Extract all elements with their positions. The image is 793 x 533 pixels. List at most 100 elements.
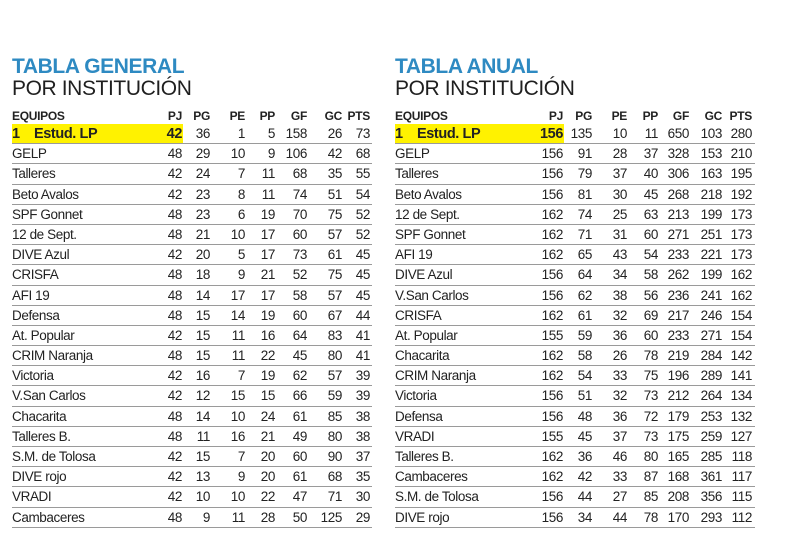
cell-pp: 19 (260, 206, 276, 222)
cell-pp: 28 (260, 509, 276, 525)
table-row: Cambaceres 162 42 33 87 168 361 117 (395, 467, 755, 488)
team-name: Chacarita (395, 348, 450, 363)
cell-pe: 9 (237, 469, 246, 485)
cell-pj: 162 (541, 206, 564, 222)
cell-pj: 48 (167, 226, 183, 242)
cell-pe: 38 (612, 287, 628, 303)
cell-pp: 60 (643, 226, 659, 242)
cell-pts: 52 (355, 206, 371, 222)
cell-pts: 45 (355, 247, 371, 263)
cell-pg: 20 (195, 247, 211, 263)
team-name: GELP (395, 146, 430, 161)
cell-pts: 39 (355, 368, 371, 384)
cell-gc: 259 (700, 428, 723, 444)
cell-pe: 32 (612, 307, 628, 323)
cell-gc: 68 (327, 469, 343, 485)
cell-pp: 73 (643, 388, 659, 404)
cell-pp: 9 (267, 146, 276, 162)
team-name: S.M. de Tolosa (12, 449, 96, 464)
cell-gc: 26 (327, 126, 343, 141)
cell-gc: 35 (327, 166, 343, 182)
cell-gf: 68 (292, 166, 308, 182)
team-label: DIVE rojo (12, 469, 67, 485)
cell-pe: 33 (612, 469, 628, 485)
cell-pe: 25 (612, 206, 628, 222)
table-row: DIVE rojo 42 13 9 20 61 68 35 (12, 467, 372, 488)
cell-pts: 45 (355, 267, 371, 283)
team-label: V.San Carlos (395, 287, 469, 303)
cell-pe: 10 (230, 146, 246, 162)
cell-gf: 213 (667, 206, 690, 222)
leader-highlight (395, 124, 564, 143)
cell-pj: 48 (167, 408, 183, 424)
cell-gf: 60 (292, 226, 308, 242)
cell-pg: 15 (195, 449, 211, 464)
column-header-gc: GC (324, 109, 343, 123)
cell-gc: 199 (700, 267, 723, 283)
team-name: V.San Carlos (395, 288, 469, 303)
cell-pts: 45 (355, 287, 371, 303)
team-name: Talleres (12, 166, 56, 181)
cell-gc: 271 (700, 327, 723, 343)
team-name: 1 Estud. LP (12, 126, 98, 142)
cell-pts: 173 (730, 247, 753, 263)
cell-gc: 246 (700, 307, 723, 323)
cell-pp: 73 (643, 428, 659, 444)
table-row: 12 de Sept. 48 21 10 17 60 57 52 (12, 225, 372, 246)
cell-pe: 7 (237, 166, 246, 182)
table-row: 12 de Sept. 162 74 25 63 213 199 173 (395, 205, 755, 225)
cell-pe: 11 (231, 348, 246, 364)
cell-gf: 268 (667, 186, 690, 202)
team-label: VRADI (12, 489, 52, 505)
cell-pg: 64 (577, 267, 593, 283)
cell-pj: 156 (541, 408, 564, 424)
cell-pp: 20 (260, 469, 276, 485)
table-row: GELP 156 91 28 37 328 153 210 (395, 144, 755, 165)
cell-pts: 29 (355, 509, 371, 525)
team-label: GELP (12, 146, 47, 162)
cell-pj: 42 (167, 449, 183, 464)
column-header-pg: PG (575, 109, 592, 123)
table-row-leader: 1 Estud. LP 42 36 1 5 158 26 73 (12, 124, 372, 145)
cell-pg: 48 (577, 408, 593, 424)
team-name: Talleres B. (395, 449, 454, 464)
cell-pe: 10 (612, 126, 628, 141)
team-name: SPF Gonnet (12, 207, 83, 222)
column-header-gf: GF (672, 109, 689, 123)
cell-pg: 15 (195, 327, 211, 343)
table-row: S.M. de Tolosa 156 44 27 85 208 356 115 (395, 487, 755, 508)
cell-pp: 45 (643, 186, 659, 202)
cell-gc: 289 (700, 368, 723, 384)
panel-subtitle: POR INSTITUCIÓN (395, 77, 575, 100)
cell-pp: 16 (260, 327, 276, 343)
table-row: VRADI 155 45 37 73 175 259 127 (395, 427, 755, 447)
cell-pj: 42 (167, 247, 183, 263)
cell-pe: 44 (612, 509, 628, 525)
cell-gc: 221 (700, 247, 723, 263)
cell-pj: 156 (541, 267, 564, 283)
cell-gc: 80 (327, 348, 343, 364)
team-name: At. Popular (12, 328, 75, 343)
cell-pg: 23 (195, 206, 211, 222)
table-row: DIVE Azul 42 20 5 17 73 61 45 (12, 245, 372, 266)
cell-pe: 26 (612, 348, 628, 364)
cell-pj: 42 (167, 489, 183, 505)
cell-pe: 36 (612, 408, 628, 424)
cell-gc: 103 (700, 126, 723, 141)
cell-gc: 253 (700, 408, 723, 424)
cell-gc: 293 (700, 509, 723, 525)
cell-pj: 42 (167, 186, 183, 202)
leader-highlight (12, 124, 183, 143)
cell-pts: 173 (730, 206, 753, 222)
cell-gf: 49 (292, 428, 308, 444)
cell-gc: 125 (320, 509, 343, 525)
cell-gf: 158 (285, 126, 308, 141)
cell-gf: 45 (292, 348, 308, 364)
cell-pe: 10 (230, 408, 246, 424)
cell-pe: 11 (231, 327, 246, 343)
cell-pp: 72 (643, 408, 659, 424)
cell-pts: 41 (355, 348, 371, 364)
cell-pp: 5 (267, 126, 276, 141)
team-label: Cambaceres (12, 509, 85, 525)
cell-pp: 11 (644, 126, 659, 141)
